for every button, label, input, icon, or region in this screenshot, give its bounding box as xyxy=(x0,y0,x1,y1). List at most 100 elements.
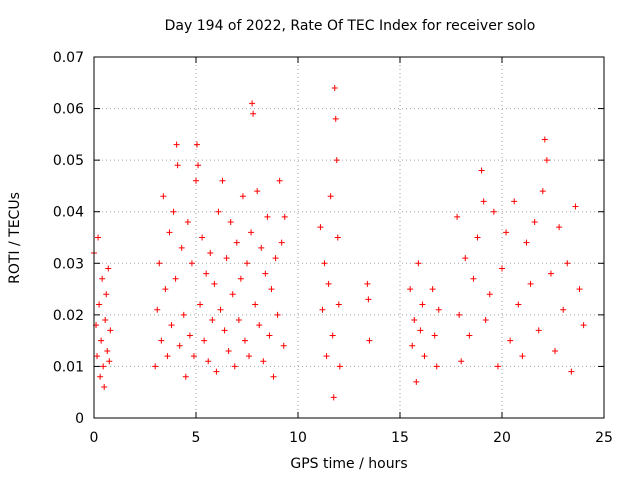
data-point xyxy=(215,208,222,215)
data-point xyxy=(490,208,497,215)
grid xyxy=(94,57,604,418)
data-point xyxy=(281,213,288,220)
data-point xyxy=(539,188,546,195)
data-point xyxy=(276,177,283,184)
chart-title: Day 194 of 2022, Rate Of TEC Index for r… xyxy=(164,18,536,34)
data-point xyxy=(213,368,220,375)
data-point xyxy=(176,342,183,349)
data-point xyxy=(321,260,328,267)
data-point xyxy=(433,363,440,370)
data-point xyxy=(330,394,337,401)
x-tick-label: 0 xyxy=(90,430,99,446)
data-point xyxy=(201,337,208,344)
data-point xyxy=(466,332,473,339)
data-point xyxy=(241,337,248,344)
data-point xyxy=(227,219,234,226)
data-point xyxy=(333,157,340,164)
data-point xyxy=(160,193,167,200)
data-point xyxy=(178,244,185,251)
data-point xyxy=(494,363,501,370)
data-point xyxy=(413,378,420,385)
data-point xyxy=(166,229,173,236)
data-point xyxy=(106,358,113,365)
data-point xyxy=(503,229,510,236)
y-tick-label: 0.01 xyxy=(53,359,84,375)
data-point xyxy=(194,141,201,148)
data-point xyxy=(105,265,112,272)
data-point xyxy=(325,280,332,287)
data-point xyxy=(233,239,240,246)
data-point xyxy=(250,110,257,117)
data-point xyxy=(336,363,343,370)
y-tick-label: 0.02 xyxy=(53,308,84,324)
data-point xyxy=(482,317,489,324)
y-tick-label: 0.03 xyxy=(53,256,84,272)
data-point xyxy=(499,265,505,272)
data-point xyxy=(246,353,253,360)
data-point xyxy=(104,347,111,354)
data-point xyxy=(99,275,106,282)
data-point xyxy=(456,311,463,318)
data-point xyxy=(329,332,336,339)
data-point xyxy=(407,286,414,293)
data-point xyxy=(98,337,105,344)
data-point xyxy=(547,270,554,277)
data-point xyxy=(568,368,575,375)
plot-frame xyxy=(93,56,605,419)
data-point xyxy=(199,234,206,241)
data-point xyxy=(94,353,101,360)
data-point xyxy=(211,280,218,287)
data-point xyxy=(331,84,338,91)
data-point xyxy=(219,177,226,184)
data-point xyxy=(156,260,163,267)
data-point xyxy=(173,141,180,148)
x-tick-label: 10 xyxy=(289,430,307,446)
data-point xyxy=(278,239,285,246)
data-point xyxy=(511,198,518,205)
data-point xyxy=(101,384,108,391)
data-point xyxy=(264,213,271,220)
data-point xyxy=(209,317,216,324)
data-point xyxy=(258,244,265,251)
data-point xyxy=(239,193,246,200)
data-point xyxy=(419,301,426,308)
data-point xyxy=(235,317,242,324)
data-point xyxy=(454,213,461,220)
data-point xyxy=(470,275,477,282)
data-point xyxy=(268,286,275,293)
data-point xyxy=(519,353,526,360)
data-point xyxy=(535,327,542,334)
data-point xyxy=(409,342,416,349)
data-point xyxy=(541,136,548,143)
data-point xyxy=(462,255,469,262)
data-point xyxy=(531,219,538,226)
y-tick-label: 0.07 xyxy=(53,50,84,66)
data-point xyxy=(184,219,191,226)
axis-ticks: 0 5 10 15 20 25 0 0.01 0.02 0.03 0.04 0.05 0.06 0.07 xyxy=(53,50,613,446)
data-point xyxy=(172,275,179,282)
data-point xyxy=(231,363,238,370)
data-point xyxy=(195,162,202,169)
data-point xyxy=(365,296,372,303)
y-tick-label: 0 xyxy=(75,411,84,427)
data-point xyxy=(154,306,161,313)
data-points xyxy=(91,84,587,401)
data-point xyxy=(480,198,487,205)
data-point xyxy=(458,358,465,365)
data-point xyxy=(411,317,418,324)
x-tick-label: 25 xyxy=(595,430,613,446)
data-point xyxy=(260,358,267,365)
data-point xyxy=(168,322,175,329)
data-point xyxy=(552,347,559,354)
data-point xyxy=(107,327,114,334)
x-tick-label: 5 xyxy=(192,430,201,446)
data-point xyxy=(229,291,236,298)
data-point xyxy=(193,177,199,184)
data-point xyxy=(217,306,224,313)
data-point xyxy=(174,162,181,169)
data-point xyxy=(543,157,550,164)
data-point xyxy=(431,332,438,339)
data-point xyxy=(170,208,177,215)
data-point xyxy=(317,224,324,231)
